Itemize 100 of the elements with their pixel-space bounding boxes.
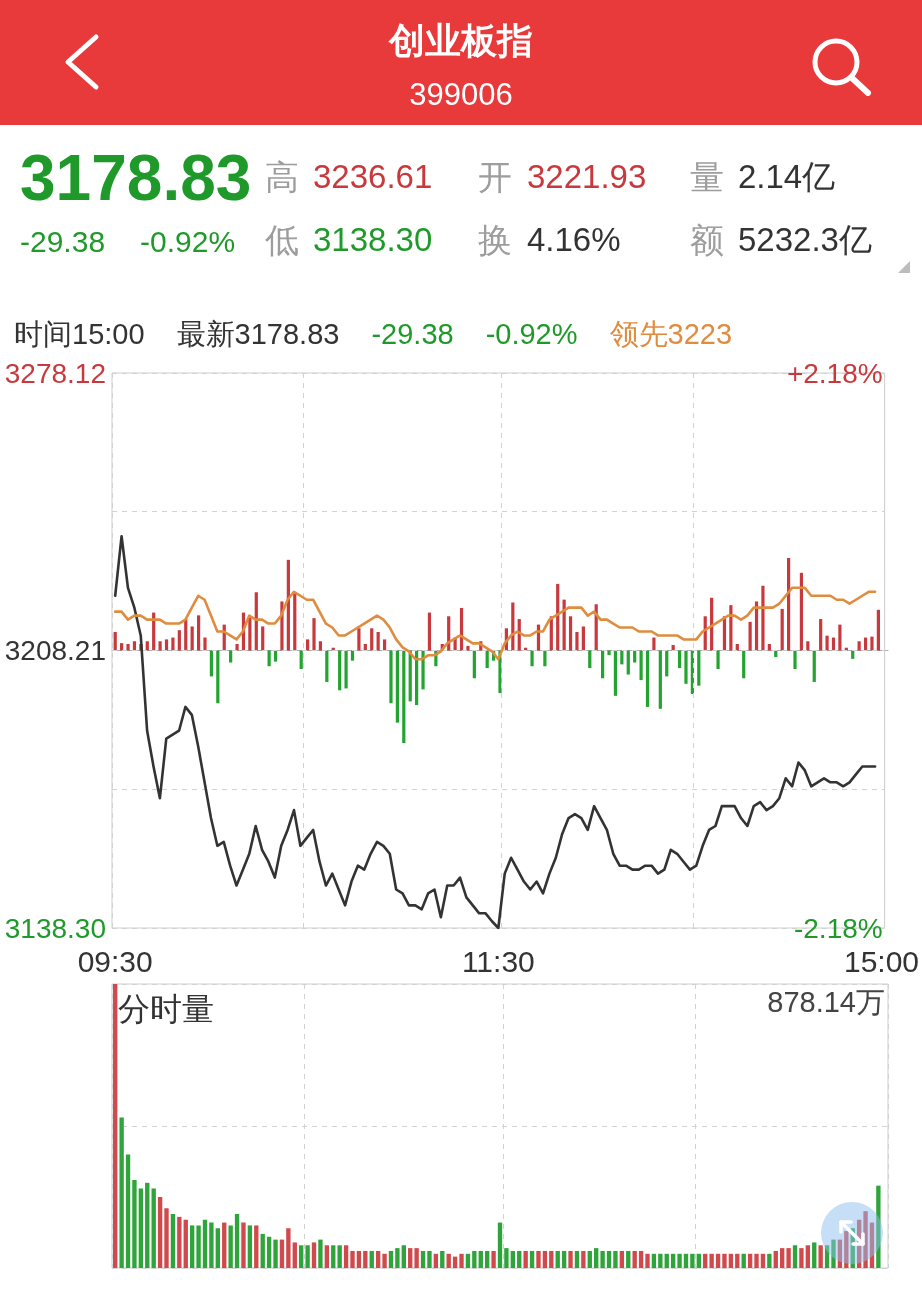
- bar: [273, 1239, 278, 1268]
- bar: [177, 630, 181, 651]
- text: 换: [478, 219, 512, 261]
- bar: [812, 1242, 817, 1268]
- bar: [741, 1253, 746, 1268]
- text: 3138.30: [313, 220, 433, 260]
- bar: [722, 1253, 727, 1268]
- bar: [357, 628, 361, 651]
- bar: [395, 1248, 400, 1268]
- text: 时间15:00: [14, 317, 145, 352]
- bar: [568, 616, 573, 651]
- bar: [697, 650, 701, 686]
- text: -29.38: [20, 224, 106, 260]
- bar: [600, 1250, 605, 1268]
- bar: [261, 626, 265, 651]
- bar: [382, 639, 387, 651]
- bar: [164, 639, 169, 651]
- bar: [427, 1250, 432, 1268]
- bar: [222, 1222, 227, 1268]
- bar: [196, 1225, 201, 1268]
- bar: [504, 1248, 509, 1268]
- text: 高: [265, 156, 299, 198]
- bar: [370, 628, 374, 651]
- bar: [170, 1214, 176, 1268]
- bar: [126, 644, 130, 651]
- bar: [606, 1250, 612, 1268]
- x-tick-label: 09:30: [77, 944, 153, 978]
- text: -0.92%: [485, 317, 578, 352]
- bar: [677, 1253, 682, 1268]
- bar: [292, 1242, 297, 1268]
- bar: [639, 650, 643, 681]
- bar: [350, 1250, 355, 1268]
- bar: [305, 1245, 310, 1268]
- bar: [498, 650, 502, 694]
- bar: [818, 1245, 823, 1268]
- bar: [716, 650, 720, 669]
- bar: [819, 619, 823, 651]
- bar: [767, 1253, 772, 1268]
- bar: [402, 650, 406, 743]
- bar: [190, 626, 194, 651]
- bar: [164, 1208, 169, 1268]
- text: 量: [690, 156, 724, 198]
- text: 额: [690, 219, 724, 261]
- text: 领先3223: [609, 317, 733, 352]
- bar: [235, 644, 239, 651]
- bar: [799, 1248, 804, 1268]
- bar: [234, 1214, 240, 1268]
- bar: [742, 650, 746, 679]
- bar: [203, 637, 207, 651]
- bar: [497, 1222, 503, 1268]
- bar: [780, 608, 784, 651]
- bar: [645, 1253, 650, 1268]
- text: 开: [478, 156, 512, 198]
- bar: [555, 1250, 560, 1268]
- bar: [209, 650, 214, 677]
- bar: [337, 1245, 342, 1268]
- bar: [588, 650, 592, 669]
- bar: [664, 1253, 669, 1268]
- bar: [805, 1245, 811, 1268]
- bar: [876, 609, 880, 651]
- bar: [376, 632, 380, 651]
- bar: [157, 1197, 163, 1268]
- bar: [318, 641, 323, 651]
- bar: [773, 1250, 778, 1268]
- bar: [299, 1245, 304, 1268]
- bar: [760, 1253, 766, 1268]
- bar: [369, 1250, 374, 1268]
- bar: [799, 572, 804, 651]
- bar: [645, 650, 650, 707]
- chart-title: 分时量: [118, 990, 214, 1028]
- bar: [196, 615, 201, 651]
- text: 低: [265, 219, 299, 261]
- bar: [735, 1253, 740, 1268]
- bar: [485, 650, 489, 669]
- bar: [299, 650, 303, 669]
- bar: [145, 641, 149, 651]
- x-tick-label: 11:30: [461, 944, 535, 978]
- bar: [280, 601, 284, 651]
- bar: [658, 650, 662, 709]
- bar: [125, 1154, 131, 1268]
- bar: [510, 1250, 516, 1268]
- text: -0.92%: [140, 224, 236, 260]
- annotation: 878.14万: [767, 985, 885, 1019]
- bar: [478, 1250, 483, 1268]
- bar: [395, 650, 399, 723]
- bar: [293, 592, 297, 651]
- bar: [472, 650, 476, 679]
- bar: [684, 650, 688, 684]
- bar: [286, 1228, 291, 1268]
- bar: [325, 650, 329, 682]
- bar: [113, 632, 117, 651]
- bar: [491, 1250, 496, 1268]
- text: -29.38: [371, 317, 454, 352]
- bar: [324, 1245, 330, 1268]
- bar: [266, 1236, 272, 1268]
- bar: [401, 1245, 406, 1268]
- bar: [241, 1222, 246, 1268]
- bar: [375, 1250, 381, 1268]
- bar: [523, 1250, 528, 1268]
- bar: [876, 1185, 881, 1268]
